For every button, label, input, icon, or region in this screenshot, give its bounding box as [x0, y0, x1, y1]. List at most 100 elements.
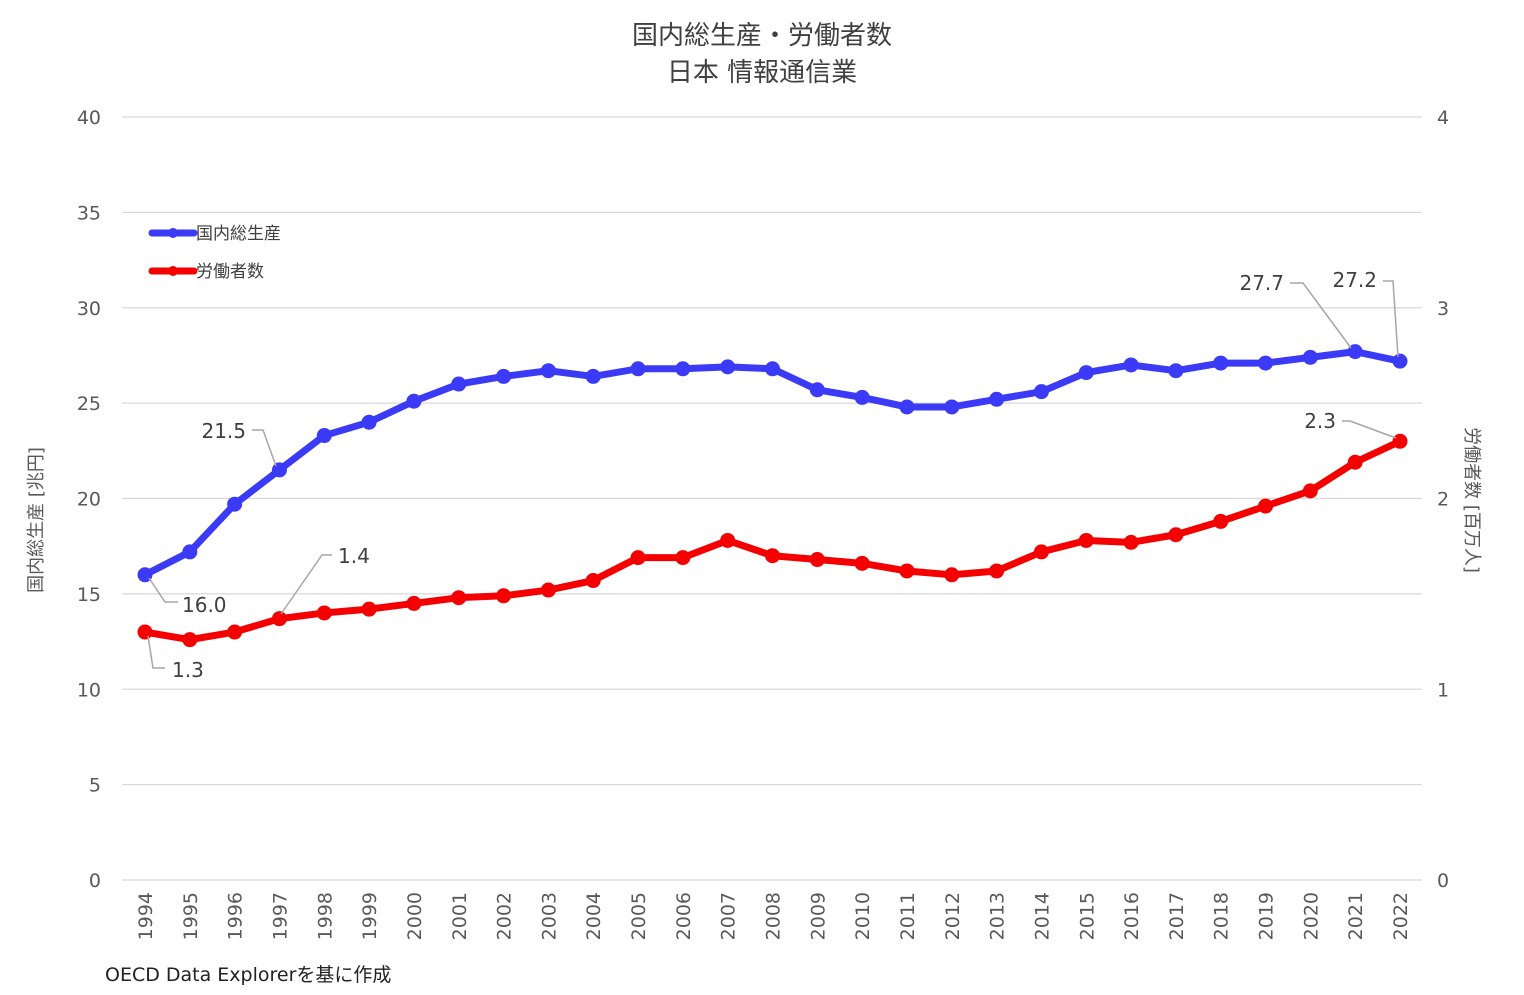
data-point-gdp-2021 [1347, 344, 1363, 360]
x-axis-tick-label: 2008 [763, 892, 785, 940]
data-point-workers-2014 [1033, 544, 1049, 560]
series-gdp [137, 344, 1408, 583]
data-point-workers-2001 [451, 590, 467, 606]
data-point-workers-2008 [765, 548, 780, 564]
data-point-workers-2004 [585, 573, 601, 589]
data-point-workers-2016 [1123, 534, 1139, 550]
left-axis-tick-label: 30 [77, 298, 101, 320]
x-axis-ticks: 1994 1995 1996 1997 1998 1999 2000 2001 2002 2003… [135, 892, 1412, 940]
x-axis-tick-label: 2020 [1300, 892, 1322, 940]
data-point-workers-2005 [630, 550, 646, 566]
data-label-gdp-2021: 27.7 [1239, 271, 1352, 349]
x-axis-tick-label: 2006 [673, 892, 695, 940]
data-point-gdp-2013 [989, 391, 1005, 407]
x-axis-tick-label: 2022 [1390, 892, 1412, 940]
data-point-gdp-2015 [1078, 365, 1094, 381]
data-point-gdp-2010 [854, 389, 870, 405]
data-label-workers-2022: 2.3 [1304, 409, 1397, 439]
data-point-workers-2022 [1392, 433, 1408, 449]
data-point-gdp-2020 [1302, 349, 1318, 365]
series-line-workers [141, 437, 1404, 644]
data-point-workers-2000 [406, 595, 422, 611]
data-point-workers-2017 [1168, 527, 1184, 543]
source-note: OECD Data Explorerを基に作成 [105, 964, 391, 986]
x-axis-tick-label: 1996 [225, 892, 247, 940]
x-axis-tick-label: 1994 [135, 892, 157, 940]
x-axis-tick-label: 2009 [807, 892, 829, 940]
data-point-gdp-2003 [540, 363, 556, 379]
data-point-workers-2021 [1347, 454, 1363, 470]
data-point-gdp-2001 [451, 376, 467, 392]
left-axis-title: 国内総生産 [兆円] [26, 447, 47, 593]
leader-line [252, 429, 277, 467]
data-point-workers-1994 [137, 624, 153, 640]
x-axis-tick-label: 1998 [314, 892, 336, 940]
data-point-gdp-1997 [271, 462, 287, 478]
data-point-workers-2012 [944, 567, 960, 583]
gridlines [122, 116, 1422, 881]
legend: 国内総生産 労働者数 [148, 224, 281, 282]
data-point-workers-2006 [675, 550, 691, 566]
data-point-gdp-2008 [765, 361, 780, 377]
data-label-text: 1.3 [172, 658, 204, 682]
left-axis-tick-label: 40 [77, 107, 101, 129]
legend-marker-gdp [168, 228, 178, 238]
data-label-text: 16.0 [182, 593, 227, 617]
data-label-gdp-1997: 21.5 [201, 419, 277, 467]
data-point-gdp-2007 [720, 359, 736, 375]
x-axis-tick-label: 2017 [1166, 892, 1188, 940]
data-point-workers-2007 [720, 532, 736, 548]
right-axis-tick-label: 3 [1437, 298, 1449, 320]
data-point-workers-2003 [540, 582, 556, 598]
data-point-gdp-1996 [227, 496, 243, 512]
legend-label-workers: 労働者数 [196, 262, 264, 282]
data-point-workers-1997 [271, 611, 287, 627]
leader-line [147, 635, 165, 669]
chart-title-line-1: 国内総生産・労働者数 [632, 21, 892, 51]
data-point-gdp-2016 [1123, 357, 1139, 373]
series-workers [137, 433, 1408, 648]
x-axis-tick-label: 2001 [449, 892, 471, 940]
right-axis-ticks: 0 1 2 3 4 [1437, 107, 1449, 892]
right-axis-tick-label: 1 [1437, 679, 1449, 701]
x-axis-tick-label: 2018 [1211, 892, 1233, 940]
x-axis-tick-label: 2019 [1256, 892, 1278, 940]
data-point-workers-2020 [1302, 483, 1318, 499]
right-axis-tick-label: 0 [1437, 870, 1449, 892]
left-axis-tick-label: 15 [77, 584, 101, 606]
data-point-workers-2010 [854, 555, 870, 571]
x-axis-tick-label: 2005 [628, 892, 650, 940]
x-axis-tick-label: 1999 [359, 892, 381, 940]
data-point-gdp-2012 [944, 399, 960, 415]
x-axis-tick-label: 2021 [1345, 892, 1367, 940]
data-point-gdp-2019 [1258, 355, 1274, 371]
legend-marker-workers [168, 266, 178, 276]
data-point-workers-2011 [899, 563, 915, 579]
left-axis-ticks: 0 5 10 15 20 25 30 35 40 [77, 107, 101, 892]
x-axis-tick-label: 2010 [852, 892, 874, 940]
data-point-workers-1998 [316, 605, 332, 621]
leader-line [280, 554, 332, 615]
data-point-gdp-1999 [361, 414, 377, 430]
data-point-gdp-1998 [316, 428, 332, 444]
x-axis-tick-label: 2000 [404, 892, 426, 940]
data-label-workers-1994: 1.3 [147, 635, 204, 682]
data-point-gdp-2009 [809, 382, 825, 398]
x-axis-tick-label: 1997 [269, 892, 291, 940]
data-point-gdp-2017 [1168, 363, 1184, 379]
legend-item-gdp: 国内総生産 [148, 224, 281, 244]
chart-title-line-2: 日本 情報通信業 [667, 58, 857, 88]
data-point-workers-2013 [989, 563, 1005, 579]
data-label-text: 27.7 [1239, 271, 1284, 295]
data-point-gdp-2002 [496, 368, 512, 384]
data-point-gdp-2014 [1033, 384, 1049, 400]
x-axis-tick-label: 2002 [494, 892, 516, 940]
right-axis-tick-label: 4 [1437, 107, 1449, 129]
leader-line [1342, 420, 1397, 439]
right-axis-tick-label: 2 [1437, 489, 1449, 511]
data-point-gdp-2022 [1392, 353, 1408, 369]
data-label-text: 1.4 [338, 544, 370, 568]
x-axis-tick-label: 2007 [718, 892, 740, 940]
data-point-workers-2009 [809, 552, 825, 568]
